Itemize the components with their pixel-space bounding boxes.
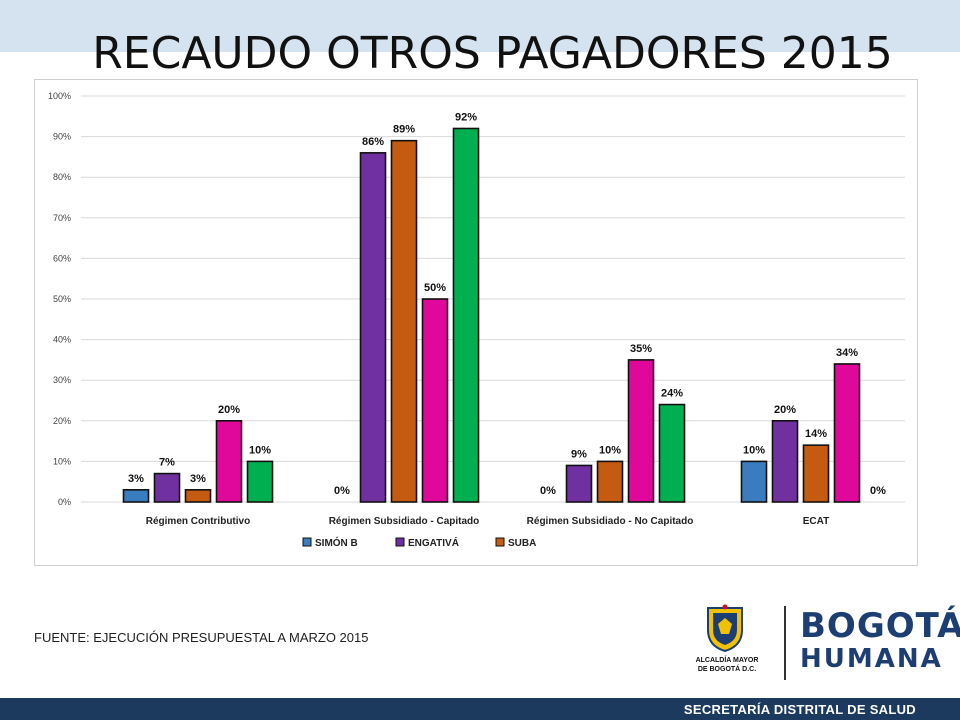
legend-swatch xyxy=(495,537,505,547)
y-tick-label: 60% xyxy=(53,253,71,263)
source-note: FUENTE: EJECUCIÓN PRESUPUESTAL A MARZO 2… xyxy=(34,630,369,645)
y-tick-label: 70% xyxy=(53,213,71,223)
logo-alcaldia-text: ALCALDÍA MAYOR DE BOGOTÁ D.C. xyxy=(690,656,764,674)
y-tick-label: 20% xyxy=(53,416,71,426)
x-tick-label: Régimen Subsidiado - Capitado xyxy=(329,516,480,527)
data-label: 0% xyxy=(334,485,350,497)
bar xyxy=(802,444,830,503)
data-label: 34% xyxy=(836,347,858,359)
bar xyxy=(627,359,655,503)
data-label: 10% xyxy=(599,444,621,456)
legend-entry: SIMÓN B xyxy=(315,536,358,549)
x-tick-label: Régimen Subsidiado - No Capitado xyxy=(527,516,694,527)
legend-swatch xyxy=(302,537,312,547)
data-label: 3% xyxy=(190,473,206,485)
footer-text: SECRETARÍA DISTRITAL DE SALUD xyxy=(683,702,916,717)
bar xyxy=(359,152,387,503)
data-label: 0% xyxy=(540,485,556,497)
data-label: 89% xyxy=(393,124,415,136)
data-label: 7% xyxy=(159,457,175,469)
data-label: 0% xyxy=(870,485,886,497)
bar xyxy=(421,298,449,503)
data-label: 20% xyxy=(218,404,240,416)
logo-bogota-word: BOGOTÁ xyxy=(800,606,960,646)
bar xyxy=(215,419,243,503)
y-tick-label: 10% xyxy=(53,456,71,466)
logo-divider xyxy=(784,606,786,680)
data-label: 10% xyxy=(249,444,271,456)
y-tick-label: 80% xyxy=(53,172,71,182)
bar xyxy=(184,489,212,503)
logo-alcaldia-line-2: DE BOGOTÁ D.C. xyxy=(697,666,757,673)
data-label: 50% xyxy=(424,282,446,294)
bar xyxy=(658,403,686,503)
bar xyxy=(122,489,150,503)
data-label: 86% xyxy=(362,136,384,148)
y-tick-label: 40% xyxy=(53,335,71,345)
data-label: 24% xyxy=(661,388,683,400)
y-tick-label: 50% xyxy=(53,294,71,304)
bar xyxy=(153,472,181,503)
data-label: 20% xyxy=(774,404,796,416)
data-label: 92% xyxy=(455,111,477,123)
slide-title: RECAUDO OTROS PAGADORES 2015 xyxy=(92,28,893,79)
y-tick-label: 100% xyxy=(48,91,71,101)
data-label: 9% xyxy=(571,448,587,460)
x-tick-label: Régimen Contributivo xyxy=(146,516,250,527)
logo-alcaldia-line-1: ALCALDÍA MAYOR xyxy=(695,657,759,664)
coat-of-arms-icon xyxy=(707,604,743,652)
logo-area: ALCALDÍA MAYOR DE BOGOTÁ D.C. BOGOTÁ HUM… xyxy=(690,600,960,690)
bar-chart: 0% 10% 20% 30% 40% 50% 60% 70% 80% 90% 100% 3% 7% 3% 2… xyxy=(48,91,905,549)
data-label: 35% xyxy=(630,343,652,355)
legend-entry: SUBA xyxy=(508,538,536,549)
data-label: 14% xyxy=(805,428,827,440)
y-tick-label: 90% xyxy=(53,132,71,142)
data-label: 10% xyxy=(743,444,765,456)
legend-swatch xyxy=(395,537,405,547)
bar xyxy=(596,460,624,503)
top-band xyxy=(0,0,960,52)
y-tick-label: 0% xyxy=(58,497,71,507)
bar xyxy=(246,460,274,503)
bar xyxy=(565,464,593,503)
bar xyxy=(452,127,480,503)
bar xyxy=(833,363,861,503)
data-label: 3% xyxy=(128,473,144,485)
x-tick-label: ECAT xyxy=(803,516,829,527)
bar xyxy=(740,460,768,503)
logo-humana-word: HUMANA xyxy=(800,644,943,674)
bar xyxy=(390,139,418,503)
legend-entry: ENGATIVÁ xyxy=(408,536,459,549)
bar xyxy=(771,419,799,503)
chart-frame: 0% 10% 20% 30% 40% 50% 60% 70% 80% 90% 100% 3% 7% 3% 2… xyxy=(34,79,918,566)
footer-bar xyxy=(0,698,960,720)
y-tick-label: 30% xyxy=(53,375,71,385)
